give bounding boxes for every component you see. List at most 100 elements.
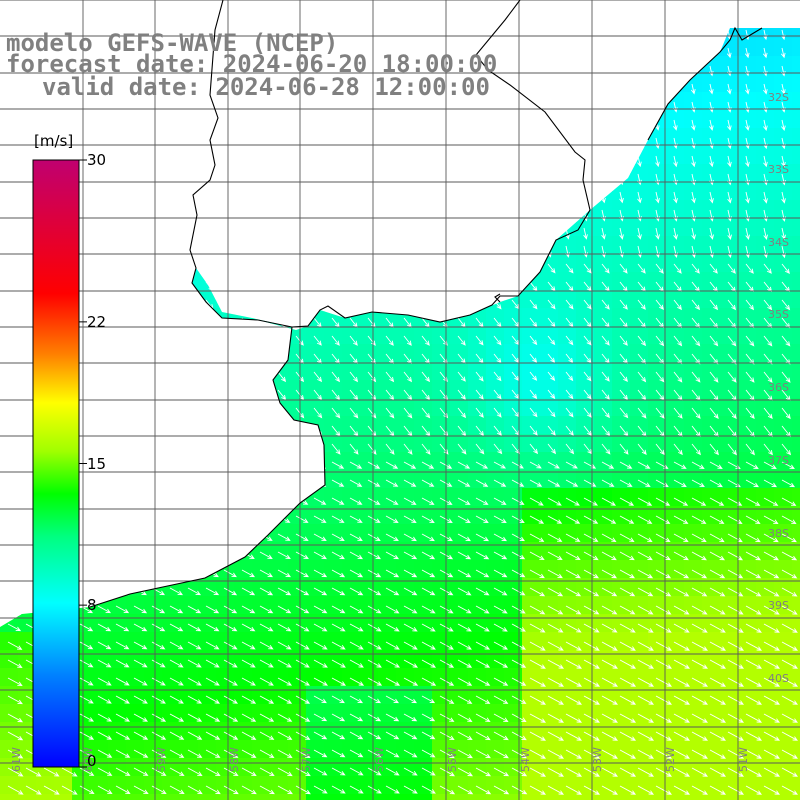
wind-arrow (457, 659, 473, 668)
wind-arrow (546, 47, 552, 58)
wind-arrow (655, 353, 665, 365)
wind-speed-cell (702, 254, 721, 273)
wind-speed-cell (522, 632, 541, 651)
wind-speed-cell (72, 110, 91, 129)
wind-arrow (349, 515, 363, 523)
wind-speed-cell (684, 578, 703, 597)
wind-arrow (655, 155, 660, 168)
wind-arrow (313, 695, 327, 704)
wind-speed-cell (0, 290, 19, 309)
wind-arrow (691, 263, 700, 274)
wind-arrow (475, 497, 489, 505)
wind-speed-cell (684, 650, 703, 669)
wind-arrow (97, 407, 107, 419)
wind-speed-cell (144, 776, 163, 795)
wind-speed-cell (630, 236, 649, 255)
wind-arrow (277, 353, 286, 364)
wind-arrow (258, 119, 264, 131)
wind-arrow (439, 713, 455, 722)
wind-speed-cell (126, 254, 145, 273)
colorbar-tick-label: 15 (87, 454, 107, 473)
wind-arrow (97, 749, 113, 758)
wind-arrow (25, 281, 34, 292)
wind-arrow (582, 83, 588, 95)
wind-arrow (475, 263, 484, 274)
wind-speed-cell (378, 506, 397, 525)
wind-arrow (727, 443, 737, 456)
wind-arrow (637, 263, 646, 274)
wind-speed-cell (144, 164, 163, 183)
wind-arrow (79, 623, 94, 632)
wind-speed-cell (18, 704, 37, 723)
wind-speed-cell (270, 542, 289, 561)
wind-speed-cell (270, 650, 289, 669)
wind-speed-cell (504, 794, 523, 800)
wind-speed-cell (630, 326, 649, 345)
wind-arrow (474, 101, 480, 113)
wind-arrow (25, 299, 34, 310)
wind-arrow (385, 461, 399, 469)
wind-speed-cell (396, 542, 415, 561)
wind-speed-cell (792, 344, 800, 363)
wind-speed-cell (594, 236, 613, 255)
wind-arrow (259, 713, 275, 722)
wind-arrow (151, 461, 164, 469)
wind-arrow (511, 209, 516, 222)
wind-arrow (97, 659, 112, 668)
wind-speed-cell (450, 398, 469, 417)
wind-arrow (97, 353, 106, 364)
wind-speed-cell (522, 704, 541, 723)
wind-speed-cell (198, 146, 217, 165)
wind-speed-cell (756, 632, 775, 651)
wind-speed-cell (756, 578, 775, 597)
wind-speed-cell (234, 236, 253, 255)
wind-arrow (367, 281, 376, 292)
wind-speed-cell (270, 578, 289, 597)
wind-arrow (133, 479, 147, 487)
wind-arrow (97, 263, 106, 274)
wind-speed-cell (270, 452, 289, 471)
wind-speed-cell (756, 686, 775, 705)
wind-arrow (457, 371, 466, 382)
wind-speed-cell (414, 650, 433, 669)
wind-speed-cell (180, 596, 199, 615)
wind-speed-cell (648, 146, 667, 165)
wind-speed-cell (792, 272, 800, 291)
wind-speed-cell (216, 344, 235, 363)
wind-speed-cell (792, 38, 800, 57)
wind-speed-cell (378, 290, 397, 309)
wind-speed-cell (720, 308, 739, 327)
wind-arrow (385, 281, 394, 292)
wind-speed-cell (738, 362, 757, 381)
wind-speed-cell (468, 632, 487, 651)
wind-speed-cell (576, 542, 595, 561)
wind-speed-cell (558, 56, 577, 75)
wind-arrow (205, 767, 221, 776)
wind-arrow (618, 101, 624, 113)
wind-speed-cell (630, 776, 649, 795)
wind-arrow (6, 137, 12, 148)
wind-arrow (79, 371, 88, 382)
wind-speed-cell (414, 488, 433, 507)
wind-speed-cell (666, 164, 685, 183)
wind-speed-cell (252, 686, 271, 705)
wind-speed-cell (630, 704, 649, 723)
wind-speed-cell (198, 416, 217, 435)
wind-speed-cell (756, 110, 775, 129)
wind-speed-cell (702, 164, 721, 183)
wind-arrow (7, 353, 16, 364)
wind-arrow (402, 137, 408, 149)
wind-speed-cell (0, 794, 19, 800)
wind-arrow (367, 677, 383, 686)
coastline (89, 0, 763, 608)
wind-arrow (637, 101, 642, 113)
wind-arrow (7, 407, 16, 419)
wind-speed-cell (468, 110, 487, 129)
wind-speed-cell (126, 470, 145, 489)
wind-arrow (331, 695, 345, 704)
wind-speed-cell (630, 128, 649, 147)
wind-arrow (709, 407, 719, 420)
wind-arrow (259, 551, 273, 559)
wind-speed-cell (576, 362, 595, 381)
wind-speed-cell (216, 452, 235, 471)
